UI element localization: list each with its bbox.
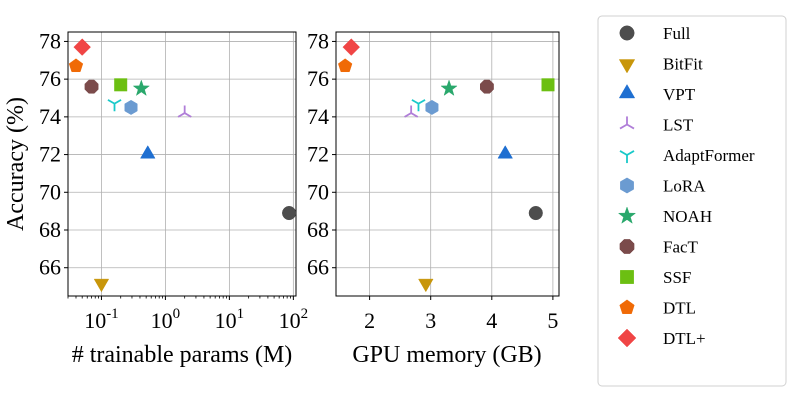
legend-marker-adaptformer (619, 150, 635, 164)
legend-entries: Full BitFit VPT LST AdaptFormer LoRA NOAH FacT S… (617, 24, 755, 348)
legend-marker-lst (619, 116, 635, 130)
legend-label-vpt: VPT (663, 85, 696, 104)
legend-label-ssf: SSF (663, 268, 691, 287)
legend-label-lst: LST (663, 116, 694, 135)
legend-marker-fact (619, 239, 635, 254)
y-ticks-params: 66 68 70 72 74 76 78 (39, 28, 68, 280)
x-ticks-params: 10-1 100 101 102 (67, 296, 309, 333)
point-gpu-memory-lst (404, 105, 419, 118)
y-ticks-gpu-memory: 66 68 70 72 74 76 78 (307, 28, 336, 280)
y-tick-label-74: 74 (307, 104, 329, 129)
legend-entry-vpt: VPT (618, 84, 696, 104)
point-params-noah (132, 79, 151, 96)
point-gpu-memory-dtl-plus (342, 38, 361, 56)
legend-label-lora: LoRA (663, 177, 706, 196)
legend-box (597, 15, 787, 387)
x-tick-label: 101 (215, 306, 245, 333)
point-params-vpt (140, 145, 156, 159)
y-tick-label-76: 76 (39, 66, 61, 91)
y-tick-label-76: 76 (307, 66, 329, 91)
point-params-lora (124, 99, 138, 115)
legend-entry-lst: LST (619, 116, 694, 135)
x-tick-label: 10-1 (84, 306, 119, 333)
y-tick-label-66: 66 (39, 255, 61, 280)
x-axis-label-params: # trainable params (M) (72, 342, 293, 368)
point-params-dtl-plus (73, 38, 91, 56)
y-axis-label: Accuracy (%) (3, 97, 29, 231)
plot-params: 66 68 70 72 74 76 78 10-1 100 101 102 # trainable… (3, 28, 308, 368)
x-tick-label: 3 (425, 308, 436, 333)
point-params-ssf (114, 78, 128, 92)
y-tick-label-72: 72 (307, 142, 329, 167)
y-tick-label-78: 78 (39, 28, 61, 53)
point-params-bitfit (93, 278, 110, 293)
x-tick-label: 4 (486, 308, 497, 333)
axes-frame-params (67, 31, 297, 297)
legend-entry-noah: NOAH (617, 206, 712, 226)
legend-entry-full: Full (619, 24, 691, 43)
legend-marker-vpt (618, 84, 636, 99)
axes-frame-gpu-memory (335, 31, 560, 297)
point-gpu-memory-lora (425, 99, 439, 115)
legend-label-full: Full (663, 24, 691, 43)
x-axis-label-gpu-memory: GPU memory (GB) (352, 342, 541, 368)
legend-label-dtl-plus: DTL+ (663, 329, 706, 348)
grid-params (68, 32, 296, 296)
legend: Full BitFit VPT LST AdaptFormer LoRA NOAH FacT S… (597, 15, 787, 387)
legend-marker-bitfit (618, 59, 636, 74)
point-gpu-memory-vpt (497, 145, 513, 159)
legend-marker-ssf (620, 270, 634, 284)
legend-entry-dtl-plus: DTL+ (617, 328, 706, 348)
point-gpu-memory-dtl (338, 58, 353, 73)
points-gpu-memory (338, 38, 555, 293)
legend-entry-ssf: SSF (620, 268, 691, 287)
legend-label-dtl: DTL (663, 299, 696, 318)
legend-label-fact: FacT (663, 238, 699, 257)
y-tick-label-74: 74 (39, 104, 61, 129)
x-tick-label: 5 (547, 308, 558, 333)
legend-entry-dtl: DTL (619, 299, 696, 318)
y-tick-label-68: 68 (307, 217, 329, 242)
legend-entry-bitfit: BitFit (618, 55, 703, 74)
plot-gpu-memory: 66 68 70 72 74 76 78 2 3 4 5 GPU memory (GB) (307, 28, 560, 368)
legend-label-noah: NOAH (663, 207, 712, 226)
y-tick-label-68: 68 (39, 217, 61, 242)
x-tick-label: 100 (151, 306, 181, 333)
legend-marker-dtl (619, 299, 635, 314)
y-tick-label-66: 66 (307, 255, 329, 280)
x-tick-label: 2 (364, 308, 375, 333)
legend-entry-fact: FacT (619, 238, 699, 257)
legend-marker-lora (620, 177, 634, 194)
point-gpu-memory-fact (480, 79, 494, 94)
legend-label-bitfit: BitFit (663, 55, 703, 74)
legend-label-adaptformer: AdaptFormer (663, 146, 755, 165)
point-params-dtl (68, 58, 84, 73)
point-params-adaptformer (107, 99, 122, 112)
y-tick-label-72: 72 (39, 142, 61, 167)
legend-marker-full (619, 25, 635, 41)
point-gpu-memory-full (528, 205, 543, 221)
y-tick-label-70: 70 (39, 179, 61, 204)
y-tick-label-78: 78 (307, 28, 329, 53)
x-tick-label: 102 (279, 306, 309, 333)
y-tick-label-70: 70 (307, 179, 329, 204)
point-gpu-memory-adaptformer (411, 99, 426, 112)
point-params-lst (177, 105, 192, 118)
points-params (68, 38, 297, 293)
legend-marker-noah (617, 206, 637, 224)
legend-entry-lora: LoRA (620, 177, 706, 196)
point-params-full (282, 205, 297, 221)
grid-gpu-memory (336, 32, 559, 296)
point-params-fact (84, 79, 99, 94)
point-gpu-memory-ssf (541, 78, 555, 92)
legend-marker-dtl-plus (617, 328, 637, 348)
x-ticks-gpu-memory: 2 3 4 5 (364, 296, 558, 333)
point-gpu-memory-bitfit (418, 278, 434, 293)
point-gpu-memory-noah (440, 79, 458, 96)
legend-entry-adaptformer: AdaptFormer (619, 146, 755, 165)
